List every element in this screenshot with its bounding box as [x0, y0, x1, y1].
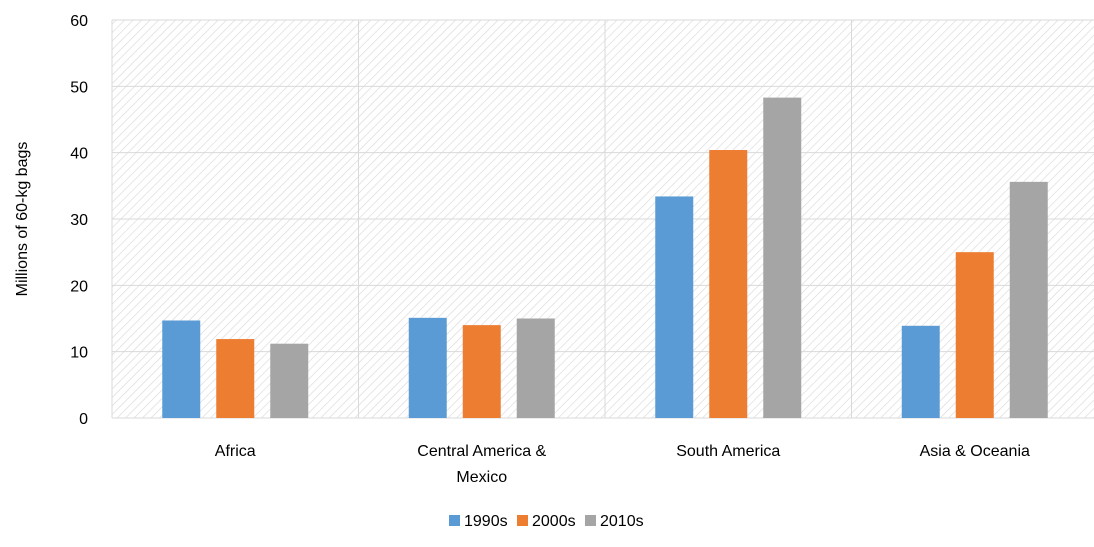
- x-tick-label: Central America &: [417, 443, 546, 460]
- bar-2010s: [270, 343, 309, 418]
- bar-2000s: [955, 252, 994, 418]
- y-tick-label: 0: [79, 411, 88, 428]
- legend-label-2010s: 2010s: [600, 513, 644, 530]
- legend-label-1990s: 1990s: [464, 513, 508, 530]
- x-tick-label: South America: [676, 443, 780, 460]
- y-tick-label: 30: [70, 212, 88, 229]
- bar-2010s: [516, 318, 555, 418]
- bar-1990s: [901, 325, 940, 418]
- bar-2010s: [1009, 181, 1048, 418]
- legend-swatch-2000s: [517, 515, 528, 526]
- legend-swatch-2010s: [585, 515, 596, 526]
- legend-label-2000s: 2000s: [532, 513, 576, 530]
- bar-1990s: [655, 196, 694, 418]
- legend-swatch-1990s: [449, 515, 460, 526]
- bar-2000s: [216, 339, 255, 418]
- x-tick-label: Africa: [215, 443, 256, 460]
- bars: [162, 97, 1048, 419]
- y-tick-label: 50: [70, 79, 88, 96]
- axes: 0 10 20 30 40 50 60 Africa Central America & Mexi…: [70, 13, 1030, 486]
- y-tick-label: 60: [70, 13, 88, 30]
- grid: [111, 19, 1094, 419]
- bar-2010s: [763, 97, 802, 419]
- y-tick-label: 10: [70, 345, 88, 362]
- bar-2000s: [709, 150, 748, 418]
- bar-1990s: [408, 317, 447, 418]
- legend: 1990s 2000s 2010s: [449, 513, 644, 530]
- y-tick-label: 40: [70, 146, 88, 163]
- bar-1990s: [162, 320, 201, 418]
- y-tick-label: 20: [70, 278, 88, 295]
- x-tick-label: Mexico: [456, 469, 507, 486]
- x-tick-label: Asia & Oceania: [920, 443, 1030, 460]
- bar-2000s: [462, 325, 501, 418]
- y-axis-title: Millions of 60-kg bags: [14, 142, 31, 297]
